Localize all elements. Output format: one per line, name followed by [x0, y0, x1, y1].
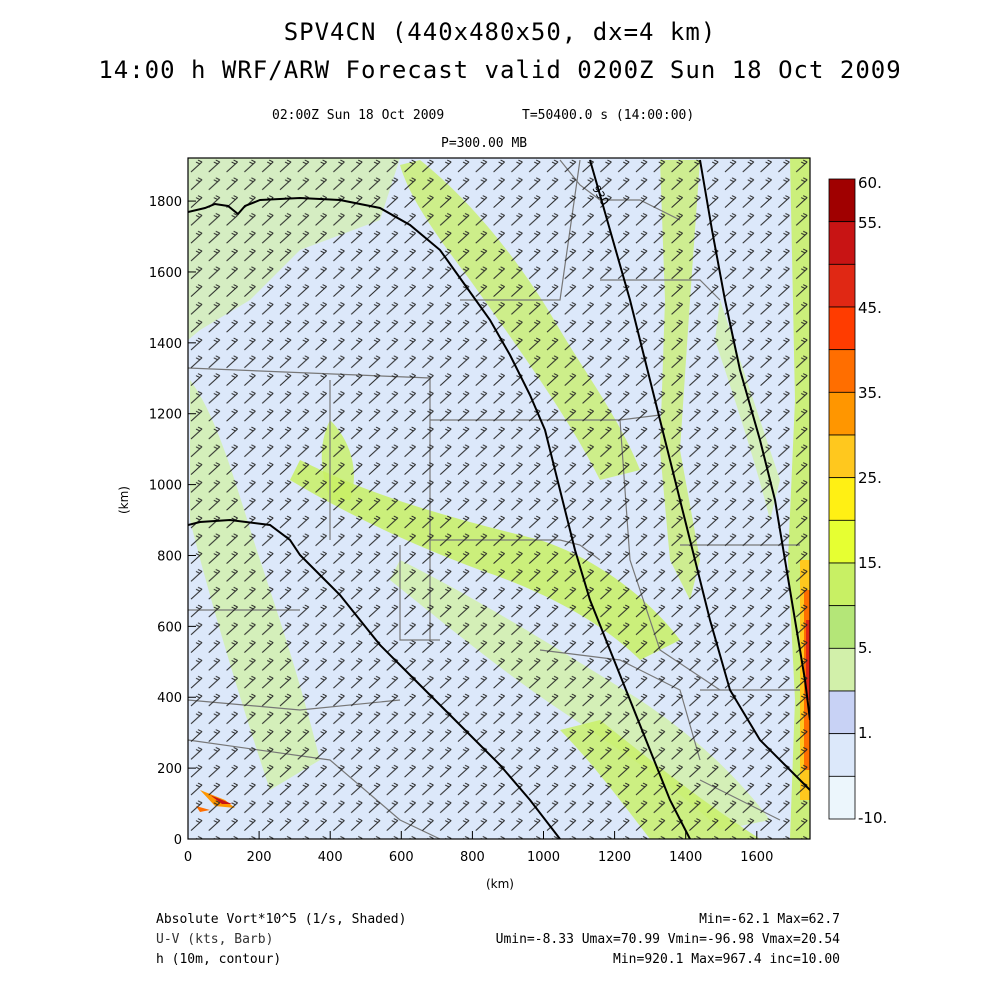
x-tick-label: 1600: [740, 850, 773, 865]
colorbar-swatch: [828, 519, 856, 564]
x-axis: 0 200 400 600 800 1000 1200 1400 1600: [184, 831, 773, 865]
x-tick-label: 0: [184, 850, 192, 865]
y-tick-label: 200: [157, 762, 182, 777]
y-tick-label: 600: [157, 620, 182, 635]
y-tick-label: 0: [174, 833, 182, 848]
footer-height-stats: Min=920.1 Max=967.4 inc=10.00: [613, 952, 840, 967]
plot-title-line1: SPV4CN (440x480x50, dx=4 km): [283, 18, 717, 46]
y-tick-label: 1600: [149, 266, 182, 281]
colorbar-label: 1.: [858, 724, 872, 742]
colorbar-swatch: [828, 647, 856, 692]
plot-frame: [187, 157, 811, 840]
colorbar-label: -10.: [858, 809, 887, 827]
wind-barbs: [188, 158, 810, 839]
colorbar-swatch: [828, 221, 856, 265]
y-tick-label: 1800: [149, 195, 182, 210]
x-tick-label: 800: [460, 850, 485, 865]
x-tick-label: 400: [318, 850, 343, 865]
colorbar-swatch: [828, 775, 856, 820]
footer-wind-label: U-V (kts, Barb): [156, 932, 274, 947]
y-tick-label: 1000: [149, 479, 182, 494]
colorbar-swatch: [828, 434, 856, 479]
y-tick-label: 400: [157, 691, 182, 706]
x-tick-label: 200: [247, 850, 272, 865]
footer-height-label: h (10m, contour): [156, 952, 282, 967]
x-axis-label: (km): [486, 877, 514, 891]
y-axis-label: (km): [117, 486, 131, 514]
pressure-level-label: P=300.00 MB: [441, 136, 528, 151]
colorbar-swatch: [828, 349, 856, 393]
colorbar-swatch: [828, 733, 856, 777]
colorbar-label: 55.: [858, 214, 882, 232]
footer-vorticity-stats: Min=-62.1 Max=62.7: [699, 912, 840, 927]
colorbar-swatch: [828, 178, 856, 223]
simulation-time-label: T=50400.0 s (14:00:00): [522, 108, 695, 123]
colorbar-swatch: [828, 605, 856, 649]
colorbar: 60. 55. 45. 35. 25. 15. 5. 1. -10.: [828, 174, 887, 827]
y-tick-label: 1200: [149, 408, 182, 423]
colorbar-label: 5.: [858, 639, 872, 657]
forecast-map: 930 0 200 400 600 800 1000 1200 1400 1600 020040…: [117, 157, 887, 891]
colorbar-swatch: [828, 477, 856, 521]
colorbar-swatch: [828, 562, 856, 607]
x-tick-label: 1000: [527, 850, 560, 865]
x-tick-label: 600: [389, 850, 414, 865]
colorbar-label: 60.: [858, 174, 882, 192]
colorbar-label: 25.: [858, 469, 882, 487]
footer-vorticity-label: Absolute Vort*10^5 (1/s, Shaded): [156, 912, 407, 927]
plot-title-line2: 14:00 h WRF/ARW Forecast valid 0200Z Sun…: [98, 56, 902, 84]
colorbar-swatch: [828, 391, 856, 436]
valid-time-label: 02:00Z Sun 18 Oct 2009: [272, 108, 445, 123]
colorbar-label: 15.: [858, 554, 882, 572]
colorbar-swatch: [828, 690, 856, 735]
x-tick-label: 1400: [669, 850, 702, 865]
colorbar-label: 35.: [858, 384, 882, 402]
height-contours: [188, 159, 810, 839]
footer-wind-stats: Umin=-8.33 Umax=70.99 Vmin=-96.98 Vmax=2…: [495, 932, 840, 947]
colorbar-swatch: [828, 306, 856, 351]
y-axis: 0 200 400 600 800 1000 1200 1400 1600 1800: [149, 195, 196, 848]
colorbar-swatch: [828, 263, 856, 308]
x-tick-label: 1200: [598, 850, 631, 865]
y-tick-label: 800: [157, 549, 182, 564]
colorbar-label: 45.: [858, 299, 882, 317]
y-tick-label: 1400: [149, 337, 182, 352]
